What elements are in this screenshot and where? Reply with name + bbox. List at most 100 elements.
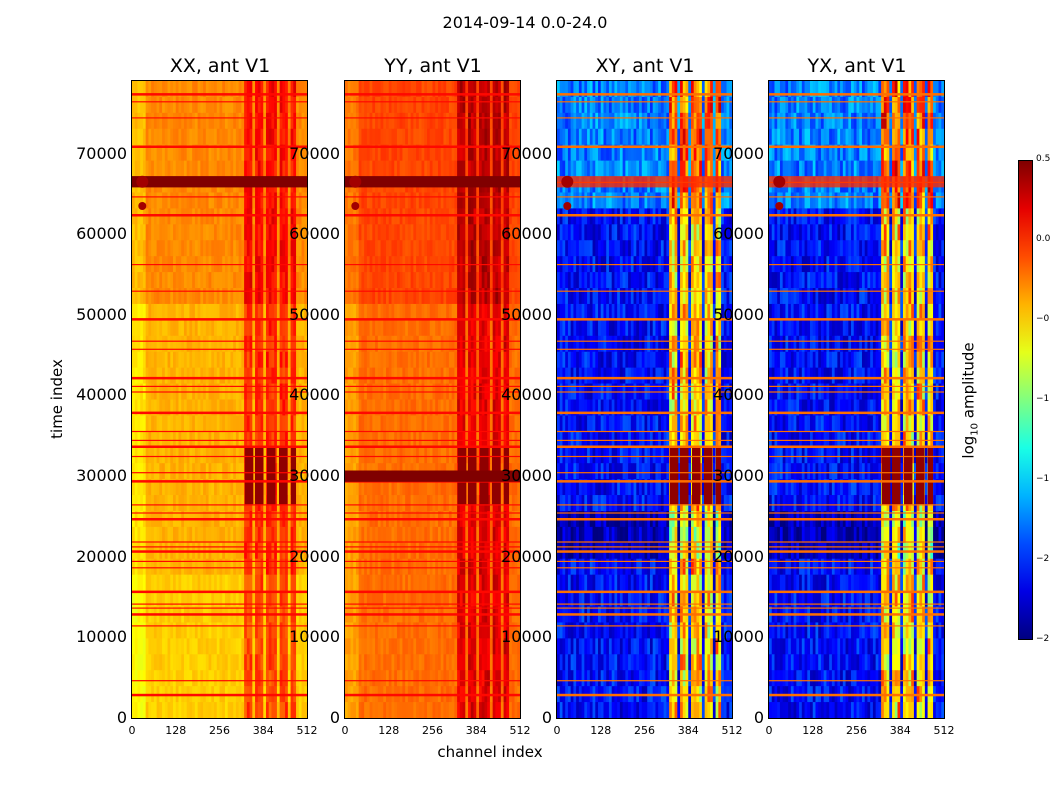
heatmap-cell (454, 224, 458, 241)
heatmap-cell (246, 399, 251, 416)
heatmap-cell (394, 160, 398, 178)
heatmap-cell (457, 638, 461, 655)
heatmap-cell (153, 128, 158, 146)
heatmap-cell (358, 447, 362, 464)
heatmap-cell (224, 208, 229, 225)
heatmap-cell (492, 112, 496, 130)
heatmap-cell (159, 272, 163, 289)
heatmap-cell (276, 367, 281, 385)
heatmap-cell (238, 526, 242, 544)
heatmap-cell (194, 224, 199, 241)
heatmap-cell (476, 96, 480, 114)
heatmap-cell (200, 288, 204, 305)
heatmap-cell (235, 96, 240, 114)
heatmap-cell (219, 224, 223, 241)
flagged-row (132, 145, 307, 148)
heatmap-cell (151, 192, 155, 209)
heatmap-cell (509, 479, 513, 496)
heatmap-cell (424, 192, 428, 209)
heatmap-cell (380, 415, 384, 432)
heatmap-cell (285, 112, 289, 130)
heatmap-cell (473, 654, 477, 671)
heatmap-cell (145, 288, 149, 305)
heatmap-cell (424, 351, 428, 369)
heatmap-cell (358, 81, 362, 98)
heatmap-cell (153, 574, 158, 592)
heatmap-cell (391, 272, 395, 289)
heatmap-cell (189, 144, 193, 162)
heatmap-cell (181, 495, 185, 512)
heatmap-cell (134, 479, 138, 496)
heatmap-cell (511, 574, 516, 592)
heatmap-cell (132, 160, 136, 178)
heatmap-cell (448, 574, 453, 592)
heatmap-cell (200, 319, 204, 337)
heatmap-cell (503, 622, 507, 639)
heatmap-cell (301, 574, 305, 592)
heatmap-cell (175, 272, 179, 289)
heatmap-cell (429, 638, 433, 655)
heatmap-cell (503, 431, 507, 448)
heatmap-cell (181, 272, 185, 289)
heatmap-cell (145, 335, 149, 353)
heatmap-cell (137, 670, 141, 687)
heatmap-cell (162, 319, 166, 337)
heatmap-cell (402, 112, 406, 130)
heatmap-cell (470, 288, 475, 305)
heatmap-cell (511, 415, 516, 432)
heatmap-cell (418, 272, 423, 289)
heatmap-cell (148, 351, 152, 369)
heatmap-cell (230, 479, 234, 496)
heatmap-cell (214, 288, 218, 305)
heatmap-cell (402, 447, 406, 464)
heatmap-cell (178, 96, 182, 114)
heatmap-cell (178, 303, 182, 321)
heatmap-cell (211, 128, 215, 146)
heatmap-cell (170, 96, 174, 114)
heatmap-cell (407, 367, 412, 385)
heatmap-cell (208, 272, 212, 289)
heatmap-cell (380, 558, 384, 576)
heatmap-cell (285, 622, 289, 639)
heatmap-cell (224, 431, 229, 448)
heatmap-cell (364, 192, 368, 209)
heatmap-cell (255, 112, 259, 130)
heatmap-cell (470, 128, 475, 146)
heatmap-cell (402, 319, 406, 337)
heatmap-cell (481, 654, 485, 671)
heatmap-cell (383, 112, 387, 130)
heatmap-cell (134, 558, 138, 576)
heatmap-cell (162, 208, 166, 225)
heatmap-cell (304, 670, 307, 687)
heatmap-cell (487, 240, 491, 257)
heatmap-cell (252, 112, 256, 130)
heatmap-cell (457, 654, 461, 671)
heatmap-cell (241, 319, 245, 337)
heatmap-cell (476, 144, 480, 162)
heatmap-cell (402, 590, 406, 608)
heatmap-cell (492, 288, 496, 305)
heatmap-cell (465, 495, 469, 512)
heatmap-cell (183, 240, 188, 257)
heatmap-cell (246, 144, 251, 162)
heatmap-cell (506, 192, 510, 209)
heatmap-cell (443, 160, 447, 178)
heatmap-cell (410, 431, 414, 448)
heatmap-cell (224, 81, 229, 98)
heatmap-cell (142, 495, 147, 512)
heatmap-cell (386, 208, 390, 225)
heatmap-cell (413, 288, 417, 305)
heatmap-cell (211, 240, 215, 257)
heatmap-cell (383, 670, 387, 687)
heatmap-cell (241, 240, 245, 257)
heatmap-cell (383, 638, 387, 655)
heatmap-cell (443, 288, 447, 305)
heatmap-cell (290, 574, 294, 592)
heatmap-cell (145, 128, 149, 146)
heatmap-cell (203, 240, 207, 257)
heatmap-cell (413, 590, 417, 608)
heatmap-cell (214, 574, 218, 592)
heatmap-cell (481, 367, 485, 385)
heatmap-cell (369, 670, 373, 687)
heatmap-cell (211, 447, 215, 464)
